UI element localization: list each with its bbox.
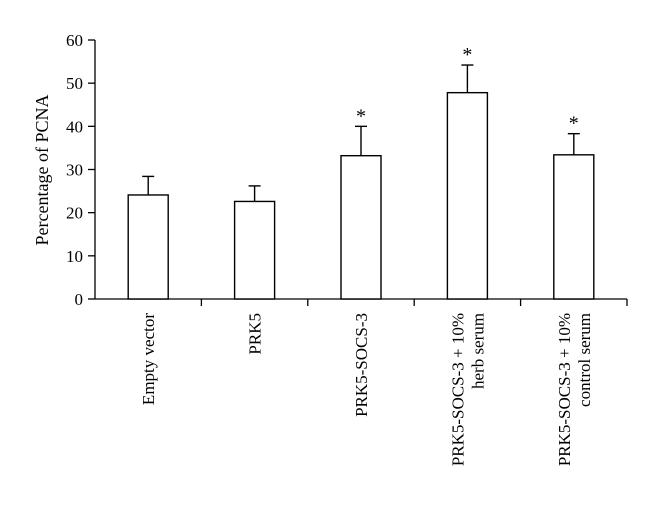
- x-category-label: herb serum: [468, 313, 487, 389]
- x-category-label: control serum: [575, 313, 594, 407]
- y-tick-label: 50: [66, 74, 83, 93]
- significance-marker: *: [356, 105, 366, 127]
- y-tick-label: 0: [75, 290, 84, 309]
- y-tick-label: 20: [66, 204, 83, 223]
- x-category-label: PRK5-SOCS-3: [352, 313, 371, 417]
- x-category-label: PRK5-SOCS-3 + 10%: [555, 313, 574, 466]
- y-tick-label: 60: [66, 31, 83, 50]
- x-category-label: PRK5: [246, 313, 265, 355]
- significance-marker: *: [569, 113, 579, 135]
- x-category-label: PRK5-SOCS-3 + 10%: [448, 313, 467, 466]
- bar: [446, 91, 489, 300]
- y-tick-label: 40: [66, 117, 83, 136]
- y-axis-label: Percentage of PCNA: [32, 95, 52, 246]
- y-tick-label: 30: [66, 161, 83, 180]
- y-tick-label: 10: [66, 247, 83, 266]
- bar: [233, 200, 276, 300]
- bar: [127, 194, 169, 300]
- bar: [553, 154, 595, 300]
- bar: [340, 154, 382, 300]
- significance-marker: *: [462, 44, 472, 66]
- x-category-label: Empty vector: [139, 313, 158, 405]
